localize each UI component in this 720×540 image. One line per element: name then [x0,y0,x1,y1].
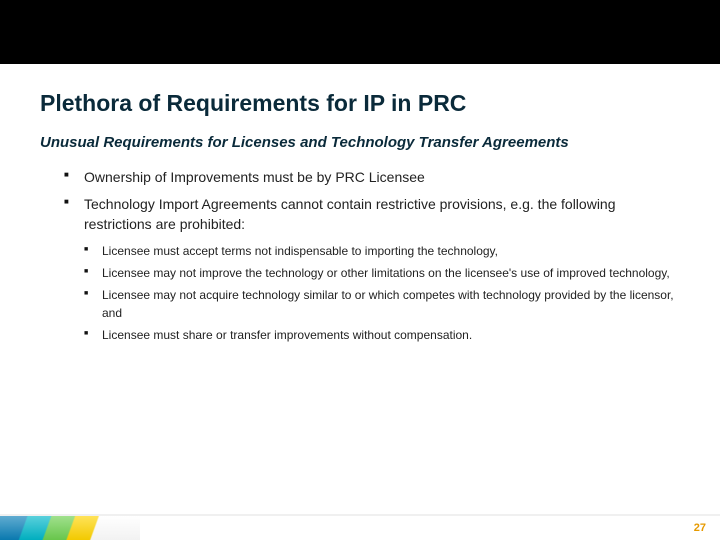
list-item: Licensee may not improve the technology … [84,264,680,282]
list-item: Licensee must share or transfer improvem… [84,326,680,344]
slide-footer: 27 [0,514,720,540]
slide-content: Plethora of Requirements for IP in PRC U… [0,64,720,344]
list-item-text: Ownership of Improvements must be by PRC… [84,169,425,185]
list-item-text: Licensee may not improve the technology … [102,266,670,280]
bullet-list-level1: Ownership of Improvements must be by PRC… [40,167,680,234]
bullet-list-level2: Licensee must accept terms not indispens… [40,242,680,344]
list-item: Ownership of Improvements must be by PRC… [64,167,680,187]
list-item-text: Licensee must accept terms not indispens… [102,244,498,258]
list-item: Technology Import Agreements cannot cont… [64,194,680,235]
slide-title: Plethora of Requirements for IP in PRC [40,90,680,117]
slide-subtitle: Unusual Requirements for Licenses and Te… [40,133,680,153]
top-black-bar [0,0,720,64]
page-number: 27 [694,522,706,534]
list-item-text: Technology Import Agreements cannot cont… [84,196,616,232]
footer-color-stripe [0,516,140,540]
list-item: Licensee may not acquire technology simi… [84,286,680,322]
list-item: Licensee must accept terms not indispens… [84,242,680,260]
list-item-text: Licensee may not acquire technology simi… [102,288,674,320]
list-item-text: Licensee must share or transfer improvem… [102,328,472,342]
